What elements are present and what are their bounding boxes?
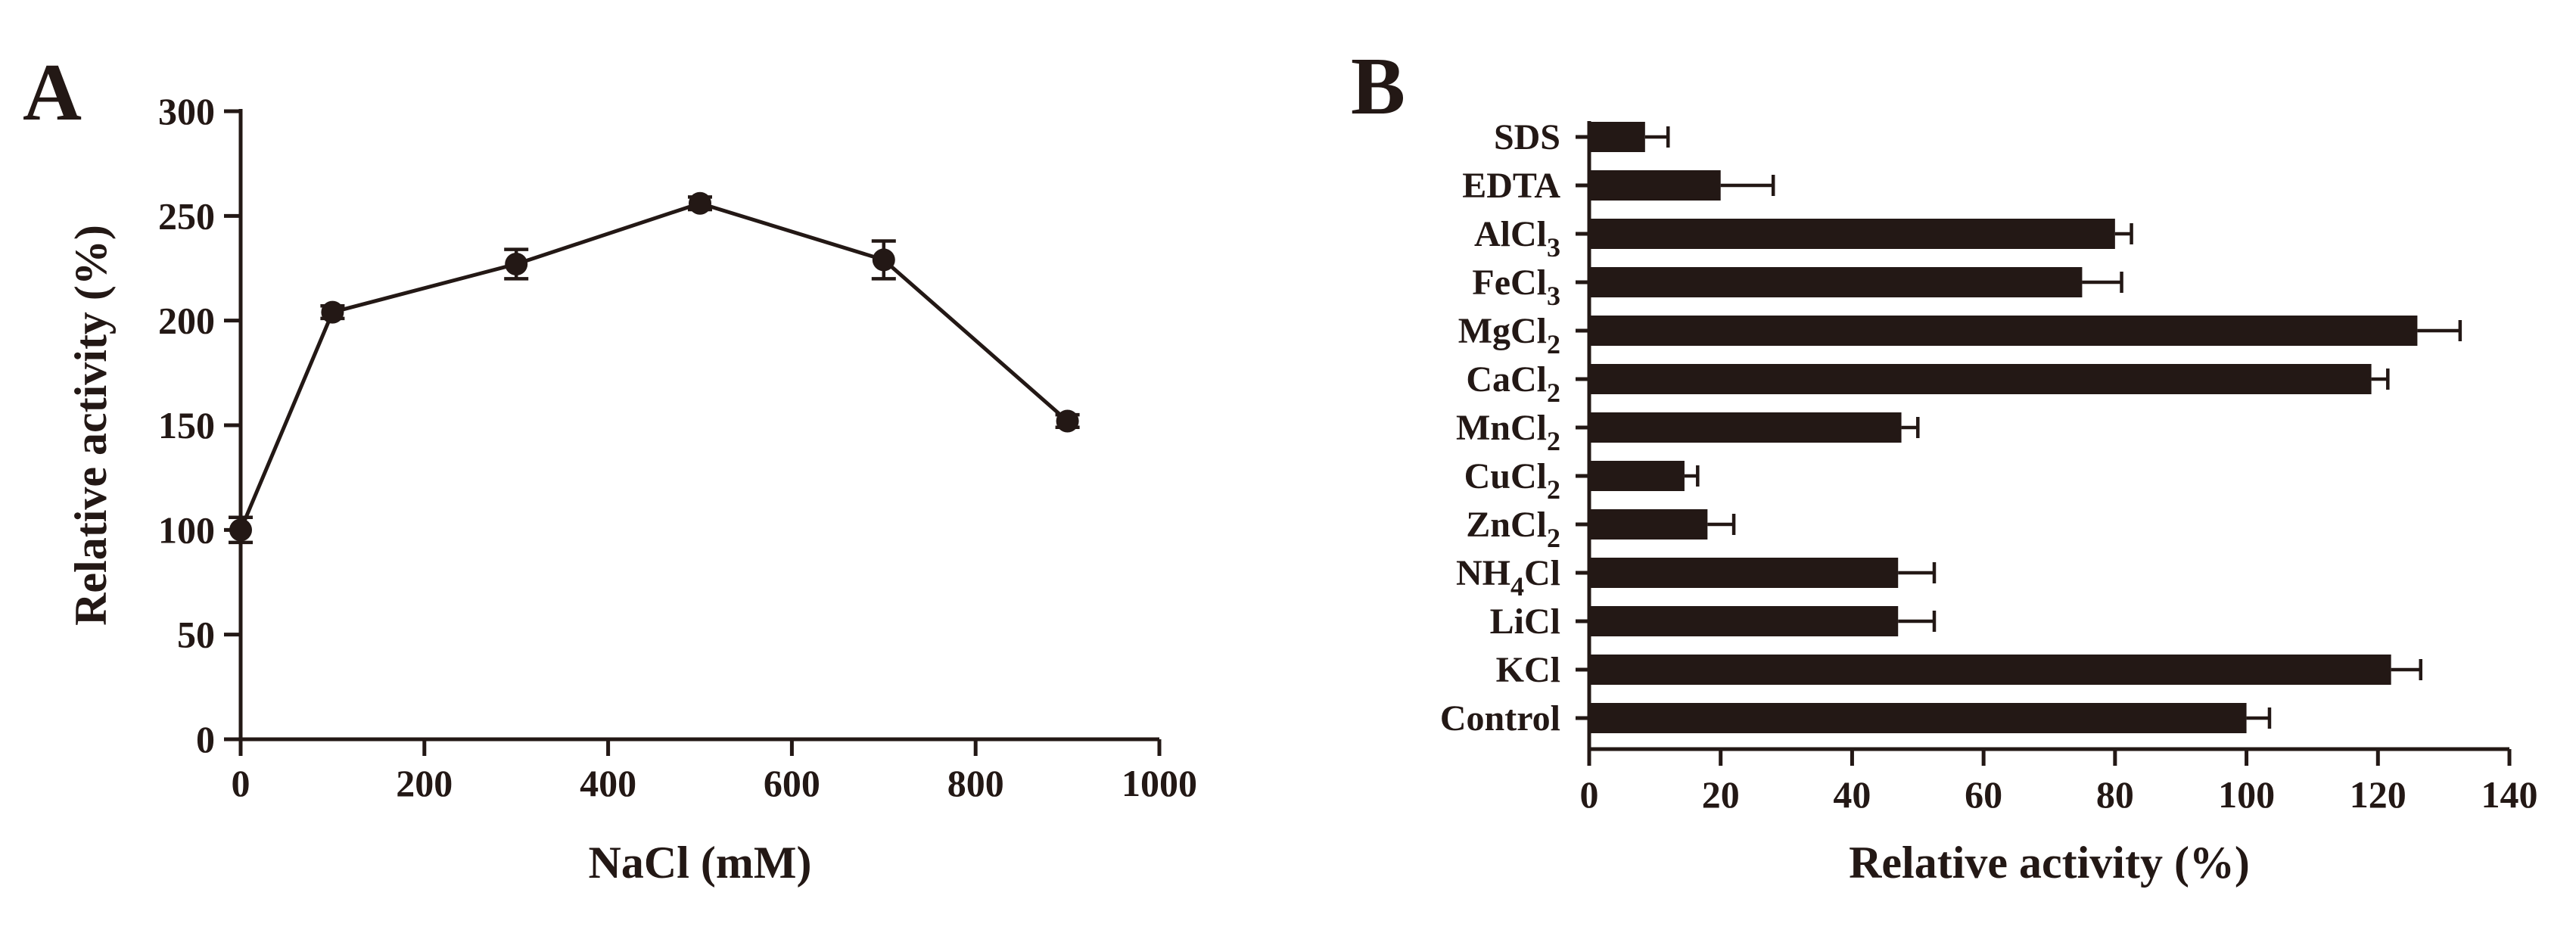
category-label: ZnCl2: [1466, 505, 1560, 553]
x-tick-label: 600: [764, 762, 820, 804]
x-tick-label: 140: [2481, 773, 2538, 816]
category-label: SDS: [1494, 117, 1560, 157]
y-tick-label: 300: [158, 90, 215, 132]
bar: [1589, 122, 1645, 152]
panel-a-line-chart: A 0 50 100 150 200 250 300 0 200 400 600 800 1000 NaC…: [23, 48, 1197, 888]
bar: [1589, 364, 2372, 394]
y-tick-label: 200: [158, 300, 215, 342]
data-point: [505, 252, 528, 275]
category-label: CuCl2: [1464, 456, 1560, 505]
y-tick-label: 150: [158, 404, 215, 446]
category-label: KCl: [1496, 650, 1560, 690]
panel-a-label: A: [23, 48, 82, 138]
x-tick-label: 400: [580, 762, 636, 804]
x-tick-label: 20: [1702, 773, 1740, 816]
category-label: NH4Cl: [1456, 553, 1560, 602]
x-axis-title: Relative activity (%): [1849, 838, 2250, 888]
category-label: MgCl2: [1458, 311, 1560, 359]
bar: [1589, 219, 2115, 249]
x-tick-label: 0: [232, 762, 250, 804]
category-label: FeCl3: [1472, 263, 1560, 311]
x-tick-label: 200: [396, 762, 453, 804]
bar: [1589, 461, 1685, 491]
panel-b-label: B: [1351, 42, 1405, 132]
category-label: AlCl3: [1474, 214, 1560, 263]
y-tick-label: 50: [177, 614, 215, 656]
data-point: [689, 191, 711, 215]
data-point: [1056, 409, 1079, 433]
bar: [1589, 267, 2083, 297]
category-label: MnCl2: [1456, 408, 1560, 456]
data-point: [321, 300, 344, 324]
x-tick-label: 120: [2350, 773, 2406, 816]
panel-b-bar-chart: B 0 20 40 60 80 100 120 140 Relative activity (%…: [1351, 42, 2538, 888]
bar: [1589, 170, 1721, 201]
series-line: [238, 201, 1069, 531]
bar: [1589, 606, 1899, 636]
x-tick-label: 60: [1965, 773, 2002, 816]
category-label: LiCl: [1490, 602, 1560, 642]
category-label: CaCl2: [1466, 359, 1560, 408]
x-axis-title: NaCl (mM): [589, 838, 812, 888]
data-point: [872, 248, 895, 272]
bar: [1589, 412, 1902, 443]
bar: [1589, 316, 2418, 346]
x-tick-label: 100: [2218, 773, 2275, 816]
category-label: Control: [1440, 698, 1560, 739]
x-tick-label: 80: [2096, 773, 2134, 816]
category-label: EDTA: [1462, 166, 1560, 206]
y-tick-label: 250: [158, 194, 215, 237]
bar: [1589, 558, 1899, 588]
bar: [1589, 509, 1708, 540]
y-tick-label: 0: [196, 718, 215, 760]
x-tick-label: 800: [947, 762, 1004, 804]
x-tick-label: 0: [1580, 773, 1599, 816]
bar: [1589, 655, 2391, 685]
x-tick-label: 40: [1833, 773, 1871, 816]
y-axis-title: Relative activity (%): [66, 225, 116, 626]
bar: [1589, 703, 2247, 733]
y-tick-label: 100: [158, 508, 215, 551]
data-point: [229, 518, 252, 542]
x-tick-label: 1000: [1122, 762, 1197, 804]
